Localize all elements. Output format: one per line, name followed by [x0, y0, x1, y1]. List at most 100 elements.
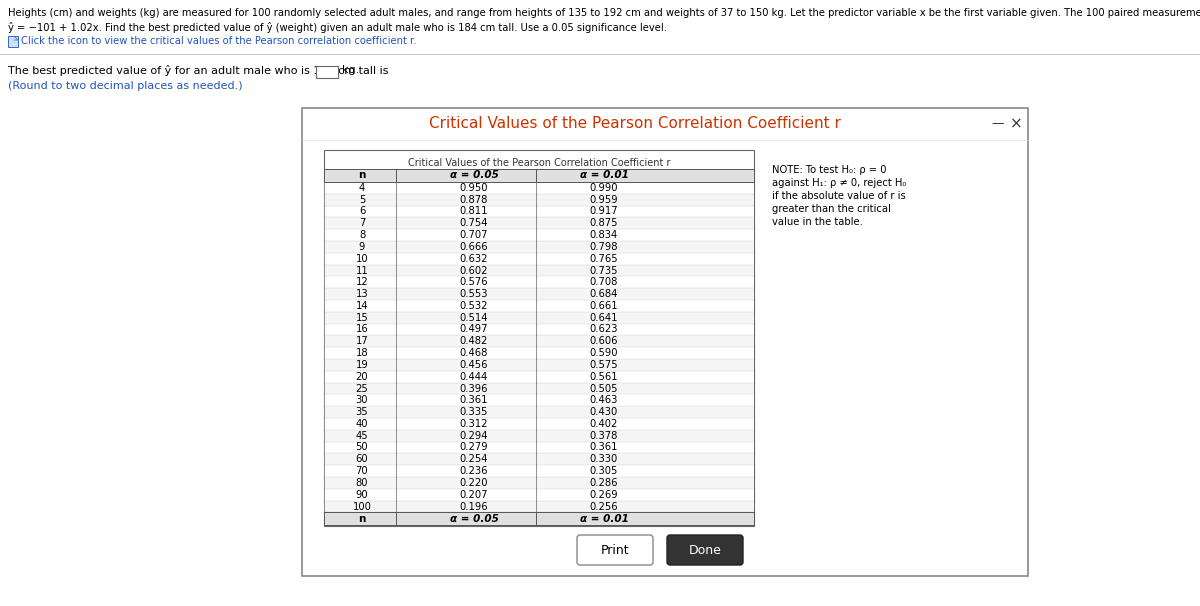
Text: 9: 9 — [359, 242, 365, 252]
Text: 0.279: 0.279 — [460, 442, 488, 453]
Text: 0.623: 0.623 — [589, 324, 618, 335]
Text: 5: 5 — [359, 195, 365, 205]
Text: 90: 90 — [355, 490, 368, 500]
Bar — [324, 489, 754, 501]
Text: 0.254: 0.254 — [460, 454, 488, 464]
Text: 0.735: 0.735 — [589, 265, 618, 276]
Text: 15: 15 — [355, 313, 368, 323]
Text: 7: 7 — [359, 218, 365, 228]
Text: α = 0.01: α = 0.01 — [580, 170, 629, 181]
Bar — [324, 430, 754, 442]
Text: 11: 11 — [355, 265, 368, 276]
Text: 0.878: 0.878 — [460, 195, 488, 205]
Text: 45: 45 — [355, 431, 368, 441]
Text: ŷ = −101 + 1.02x. Find the best predicted value of ŷ (weight) given an adult mal: ŷ = −101 + 1.02x. Find the best predicte… — [8, 22, 667, 33]
Text: 0.798: 0.798 — [589, 242, 618, 252]
Text: 16: 16 — [355, 324, 368, 335]
Text: 19: 19 — [355, 360, 368, 370]
Text: 13: 13 — [355, 289, 368, 299]
Text: 0.505: 0.505 — [589, 384, 618, 393]
Bar — [324, 241, 754, 253]
Text: 0.294: 0.294 — [460, 431, 488, 441]
Text: 100: 100 — [353, 502, 372, 511]
Text: 0.514: 0.514 — [460, 313, 488, 323]
Text: 0.834: 0.834 — [590, 230, 618, 240]
Text: 50: 50 — [355, 442, 368, 453]
Text: 0.497: 0.497 — [460, 324, 488, 335]
Bar — [324, 371, 754, 382]
Bar — [324, 347, 754, 359]
Text: Heights (cm) and weights (kg) are measured for 100 randomly selected adult males: Heights (cm) and weights (kg) are measur… — [8, 8, 1200, 18]
Text: 60: 60 — [355, 454, 368, 464]
Bar — [324, 501, 754, 513]
Text: greater than the critical: greater than the critical — [772, 204, 890, 214]
Bar — [324, 477, 754, 489]
Bar — [324, 395, 754, 406]
Text: 0.286: 0.286 — [589, 478, 618, 488]
Text: n: n — [359, 170, 366, 181]
Text: 0.661: 0.661 — [589, 301, 618, 311]
Bar — [324, 406, 754, 418]
Bar — [324, 300, 754, 312]
Text: 8: 8 — [359, 230, 365, 240]
Bar — [316, 66, 338, 78]
Text: 35: 35 — [355, 407, 368, 417]
Text: 17: 17 — [355, 336, 368, 346]
Text: α = 0.01: α = 0.01 — [580, 514, 629, 524]
Text: 0.666: 0.666 — [460, 242, 488, 252]
Text: 0.959: 0.959 — [589, 195, 618, 205]
Text: 0.335: 0.335 — [460, 407, 488, 417]
Bar — [324, 150, 754, 526]
Bar — [324, 465, 754, 477]
Text: Print: Print — [601, 544, 629, 556]
Text: 0.575: 0.575 — [589, 360, 618, 370]
Bar — [324, 276, 754, 288]
Text: —: — — [991, 118, 1004, 130]
Bar — [324, 453, 754, 465]
Text: 20: 20 — [355, 371, 368, 382]
Text: 0.917: 0.917 — [589, 207, 618, 216]
Text: NOTE: To test H₀: ρ = 0: NOTE: To test H₀: ρ = 0 — [772, 165, 887, 175]
Text: 0.220: 0.220 — [460, 478, 488, 488]
Bar — [8, 36, 18, 47]
Bar — [324, 194, 754, 205]
Text: 80: 80 — [355, 478, 368, 488]
Text: 0.606: 0.606 — [589, 336, 618, 346]
Bar — [324, 229, 754, 241]
Text: 40: 40 — [355, 419, 368, 429]
Text: Critical Values of the Pearson Correlation Coefficient r: Critical Values of the Pearson Correlati… — [430, 116, 841, 132]
Text: 10: 10 — [355, 254, 368, 264]
Text: The best predicted value of ŷ for an adult male who is 184 cm tall is: The best predicted value of ŷ for an adu… — [8, 65, 389, 76]
Text: 0.196: 0.196 — [460, 502, 488, 511]
Text: 25: 25 — [355, 384, 368, 393]
Bar — [324, 324, 754, 335]
Text: 0.378: 0.378 — [590, 431, 618, 441]
Text: kg.: kg. — [342, 65, 359, 75]
Text: 18: 18 — [355, 348, 368, 358]
Bar — [324, 382, 754, 395]
Bar — [324, 205, 754, 218]
Bar — [324, 312, 754, 324]
Text: Click the icon to view the critical values of the Pearson correlation coefficien: Click the icon to view the critical valu… — [22, 36, 416, 46]
Text: ×: × — [1009, 116, 1022, 132]
Text: 0.402: 0.402 — [590, 419, 618, 429]
Text: 0.950: 0.950 — [460, 183, 488, 193]
Text: α = 0.05: α = 0.05 — [450, 514, 498, 524]
Text: 0.641: 0.641 — [589, 313, 618, 323]
Text: 0.456: 0.456 — [460, 360, 488, 370]
Text: 0.330: 0.330 — [590, 454, 618, 464]
Text: 0.811: 0.811 — [460, 207, 488, 216]
Text: 0.576: 0.576 — [460, 278, 488, 287]
Bar — [324, 359, 754, 371]
Text: (Round to two decimal places as needed.): (Round to two decimal places as needed.) — [8, 81, 242, 91]
Bar — [302, 108, 1028, 576]
Text: 0.561: 0.561 — [589, 371, 618, 382]
Bar — [324, 513, 754, 525]
Text: 0.444: 0.444 — [460, 371, 488, 382]
Bar — [324, 442, 754, 453]
Bar — [324, 335, 754, 347]
Text: 0.875: 0.875 — [589, 218, 618, 228]
Text: 0.361: 0.361 — [460, 395, 488, 405]
Bar — [324, 418, 754, 430]
Text: 0.754: 0.754 — [460, 218, 488, 228]
